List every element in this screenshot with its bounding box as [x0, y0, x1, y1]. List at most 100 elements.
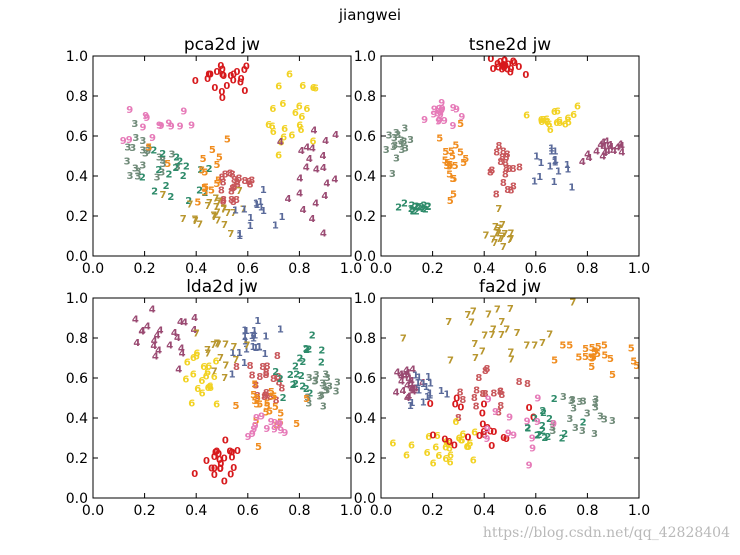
- data-point-1: 1: [409, 398, 416, 409]
- data-point-6: 6: [275, 150, 282, 161]
- data-point-8: 8: [479, 389, 486, 400]
- data-point-7: 7: [499, 232, 506, 243]
- data-point-9: 9: [506, 412, 513, 423]
- data-point-6: 6: [310, 83, 317, 94]
- data-point-0: 0: [191, 469, 198, 480]
- data-point-9: 9: [534, 417, 541, 428]
- data-point-5: 5: [273, 420, 280, 431]
- data-point-3: 3: [592, 403, 599, 414]
- data-point-9: 9: [510, 431, 517, 442]
- data-point-4: 4: [404, 380, 411, 391]
- data-point-3: 3: [591, 429, 598, 440]
- data-point-7: 7: [468, 318, 475, 329]
- data-point-4: 4: [149, 304, 156, 315]
- data-point-5: 5: [582, 352, 589, 363]
- data-point-7: 7: [230, 208, 237, 219]
- data-point-6: 6: [556, 118, 563, 129]
- y-tick-label: 1.0: [354, 291, 376, 307]
- data-point-5: 5: [201, 188, 208, 199]
- y-tick-label: 0.6: [66, 129, 88, 145]
- data-point-2: 2: [318, 357, 325, 368]
- data-point-5: 5: [200, 154, 207, 165]
- data-point-0: 0: [481, 399, 488, 410]
- data-point-6: 6: [464, 442, 471, 453]
- data-point-8: 8: [231, 183, 238, 194]
- data-point-5: 5: [449, 151, 456, 162]
- data-point-4: 4: [313, 164, 320, 175]
- data-point-4: 4: [599, 151, 606, 162]
- data-point-0: 0: [501, 56, 508, 67]
- data-point-0: 0: [223, 81, 230, 92]
- data-point-7: 7: [531, 340, 538, 351]
- data-point-3: 3: [591, 398, 598, 409]
- data-point-0: 0: [530, 413, 537, 424]
- data-point-8: 8: [498, 390, 505, 401]
- data-point-7: 7: [210, 211, 217, 222]
- data-point-7: 7: [220, 205, 227, 216]
- data-point-9: 9: [435, 116, 442, 127]
- data-point-7: 7: [240, 205, 247, 216]
- data-point-7: 7: [204, 345, 211, 356]
- data-point-0: 0: [500, 433, 507, 444]
- data-point-5: 5: [448, 146, 455, 157]
- data-point-5: 5: [213, 179, 220, 190]
- data-point-7: 7: [211, 212, 218, 223]
- data-point-7: 7: [495, 204, 502, 215]
- data-point-3: 3: [394, 130, 401, 141]
- data-point-8: 8: [488, 165, 495, 176]
- data-point-4: 4: [309, 214, 316, 225]
- data-point-6: 6: [200, 362, 207, 373]
- data-point-9: 9: [484, 434, 491, 445]
- data-point-0: 0: [238, 74, 245, 85]
- data-point-3: 3: [569, 395, 576, 406]
- data-point-0: 0: [227, 71, 234, 82]
- data-point-3: 3: [393, 153, 400, 164]
- data-point-5: 5: [194, 198, 201, 209]
- data-point-6: 6: [544, 118, 551, 129]
- data-point-1: 1: [279, 212, 286, 223]
- data-point-2: 2: [540, 408, 547, 419]
- data-point-3: 3: [609, 416, 616, 427]
- data-point-9: 9: [177, 121, 184, 132]
- data-point-0: 0: [479, 419, 486, 430]
- data-point-2: 2: [425, 202, 432, 213]
- data-point-4: 4: [151, 336, 158, 347]
- data-point-2: 2: [163, 181, 170, 192]
- data-point-6: 6: [296, 120, 303, 131]
- data-point-2: 2: [150, 146, 157, 157]
- data-point-6: 6: [286, 69, 293, 80]
- data-point-5: 5: [589, 354, 596, 365]
- data-point-7: 7: [507, 304, 514, 315]
- data-point-5: 5: [224, 134, 231, 145]
- data-point-6: 6: [298, 112, 305, 123]
- data-point-8: 8: [276, 378, 283, 389]
- data-point-3: 3: [304, 393, 311, 404]
- data-point-5: 5: [209, 145, 216, 156]
- data-point-5: 5: [266, 406, 273, 417]
- data-point-8: 8: [459, 395, 466, 406]
- data-point-3: 3: [333, 386, 340, 397]
- data-point-0: 0: [487, 54, 494, 65]
- data-point-3: 3: [135, 167, 142, 178]
- data-point-2: 2: [292, 362, 299, 373]
- data-point-6: 6: [434, 431, 441, 442]
- data-point-8: 8: [256, 372, 263, 383]
- data-point-8: 8: [496, 141, 503, 152]
- data-point-6: 6: [296, 102, 303, 113]
- y-tick-label: 0.8: [66, 331, 88, 347]
- data-point-5: 5: [589, 343, 596, 354]
- data-point-4: 4: [579, 157, 586, 168]
- data-point-6: 6: [203, 371, 210, 382]
- data-point-5: 5: [442, 147, 449, 158]
- data-point-0: 0: [500, 60, 507, 71]
- data-point-9: 9: [253, 413, 260, 424]
- data-point-2: 2: [534, 430, 541, 441]
- data-point-7: 7: [539, 338, 546, 349]
- data-point-5: 5: [216, 152, 223, 163]
- data-point-1: 1: [424, 392, 431, 403]
- data-point-0: 0: [495, 62, 502, 73]
- data-point-9: 9: [526, 461, 533, 472]
- data-point-1: 1: [242, 337, 249, 348]
- data-point-7: 7: [180, 214, 187, 225]
- data-point-5: 5: [253, 416, 260, 427]
